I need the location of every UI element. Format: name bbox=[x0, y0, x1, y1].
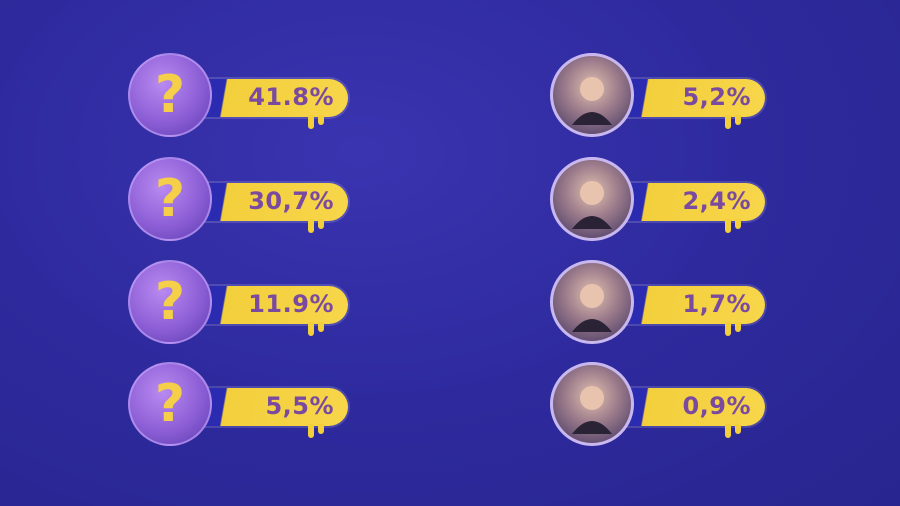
mystery-contestant-circle: ? bbox=[128, 260, 212, 344]
contestant-photo bbox=[550, 157, 634, 241]
drip-decoration bbox=[725, 424, 731, 438]
drip-decoration bbox=[308, 424, 314, 438]
drip-decoration bbox=[318, 219, 324, 229]
percent-value: 2,4% bbox=[682, 187, 751, 215]
drip-decoration bbox=[725, 219, 731, 233]
person-icon bbox=[572, 386, 612, 434]
drip-decoration bbox=[725, 115, 731, 129]
mystery-contestant-circle: ? bbox=[128, 157, 212, 241]
percent-value: 30,7% bbox=[248, 187, 334, 215]
percent-bar: 30,7% bbox=[198, 183, 348, 233]
drip-decoration bbox=[735, 424, 741, 434]
drip-decoration bbox=[318, 322, 324, 332]
percent-bar: 5,2% bbox=[620, 79, 765, 129]
drip-decoration bbox=[308, 115, 314, 129]
percent-value: 5,2% bbox=[682, 83, 751, 111]
drip-decoration bbox=[318, 115, 324, 125]
percent-value: 5,5% bbox=[265, 392, 334, 420]
percent-bar: 0,9% bbox=[620, 388, 765, 438]
percent-bar: 5,5% bbox=[198, 388, 348, 438]
person-icon bbox=[572, 284, 612, 332]
person-icon bbox=[572, 77, 612, 125]
percent-value: 11.9% bbox=[248, 290, 334, 318]
question-mark-icon: ? bbox=[154, 65, 186, 125]
percent-bar: 1,7% bbox=[620, 286, 765, 336]
percent-bar: 11.9% bbox=[198, 286, 348, 336]
drip-decoration bbox=[308, 322, 314, 336]
question-mark-icon: ? bbox=[154, 374, 186, 434]
drip-decoration bbox=[318, 424, 324, 434]
drip-decoration bbox=[308, 219, 314, 233]
contestant-photo bbox=[550, 53, 634, 137]
percent-bar: 41.8% bbox=[198, 79, 348, 129]
percent-value: 41.8% bbox=[248, 83, 334, 111]
person-icon bbox=[572, 181, 612, 229]
drip-decoration bbox=[725, 322, 731, 336]
percent-value: 0,9% bbox=[682, 392, 751, 420]
drip-decoration bbox=[735, 115, 741, 125]
mystery-contestant-circle: ? bbox=[128, 53, 212, 137]
question-mark-icon: ? bbox=[154, 169, 186, 229]
drip-decoration bbox=[735, 322, 741, 332]
contestant-photo bbox=[550, 362, 634, 446]
percent-bar: 2,4% bbox=[620, 183, 765, 233]
question-mark-icon: ? bbox=[154, 272, 186, 332]
mystery-contestant-circle: ? bbox=[128, 362, 212, 446]
percent-value: 1,7% bbox=[682, 290, 751, 318]
contestant-photo bbox=[550, 260, 634, 344]
drip-decoration bbox=[735, 219, 741, 229]
